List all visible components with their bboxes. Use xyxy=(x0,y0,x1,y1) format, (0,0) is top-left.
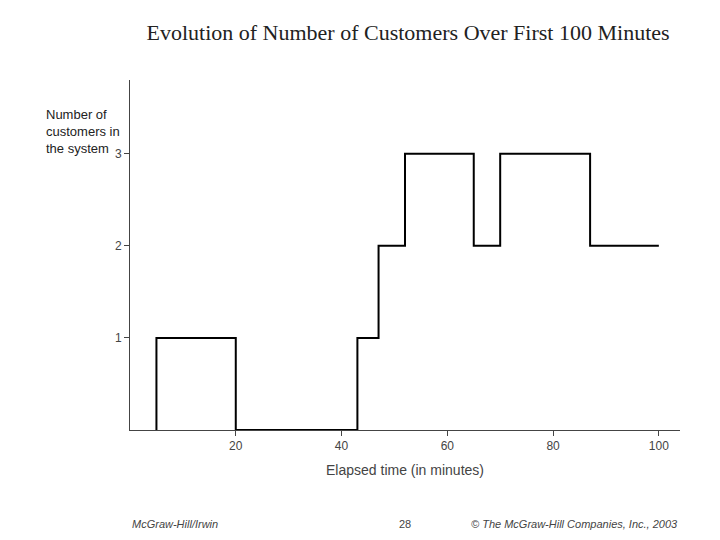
svg-text:Number ofcustomers inthe syste: Number ofcustomers inthe system xyxy=(46,107,120,156)
svg-text:40: 40 xyxy=(335,439,349,453)
svg-text:1: 1 xyxy=(115,331,122,345)
svg-text:20: 20 xyxy=(229,439,243,453)
svg-text:80: 80 xyxy=(546,439,560,453)
svg-text:Elapsed time (in minutes): Elapsed time (in minutes) xyxy=(326,462,484,478)
svg-text:60: 60 xyxy=(441,439,455,453)
svg-text:© The McGraw-Hill Companies, I: © The McGraw-Hill Companies, Inc., 2003 xyxy=(471,518,678,530)
svg-text:McGraw-Hill/Irwin: McGraw-Hill/Irwin xyxy=(132,518,218,530)
svg-text:Evolution of Number of Custome: Evolution of Number of Customers Over Fi… xyxy=(147,20,670,45)
svg-text:100: 100 xyxy=(649,439,669,453)
svg-text:3: 3 xyxy=(115,147,122,161)
svg-text:2: 2 xyxy=(115,239,122,253)
svg-text:28: 28 xyxy=(399,518,411,530)
